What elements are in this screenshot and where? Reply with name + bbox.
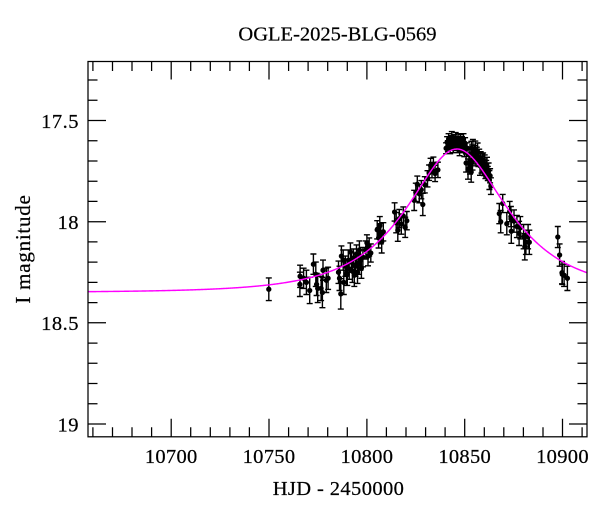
svg-text:18.5: 18.5: [41, 313, 79, 335]
svg-text:10750: 10750: [243, 446, 296, 468]
svg-text:10900: 10900: [536, 446, 589, 468]
svg-text:10700: 10700: [145, 446, 198, 468]
svg-text:OGLE-2025-BLG-0569: OGLE-2025-BLG-0569: [238, 24, 436, 46]
svg-text:17.5: 17.5: [41, 111, 79, 133]
svg-text:10850: 10850: [438, 446, 491, 468]
svg-text:HJD - 2450000: HJD - 2450000: [273, 478, 405, 500]
svg-text:10800: 10800: [341, 446, 394, 468]
svg-text:18: 18: [58, 212, 80, 234]
svg-text:I magnitude: I magnitude: [11, 194, 35, 303]
svg-text:19: 19: [58, 414, 80, 436]
